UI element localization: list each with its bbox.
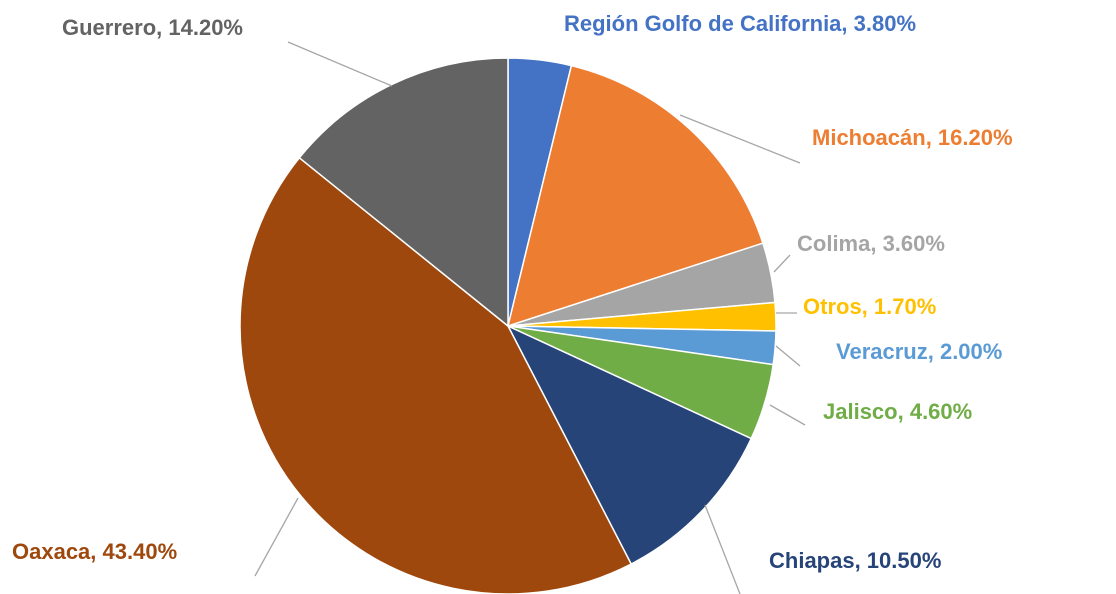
data-label: Guerrero, 14.20% [62, 15, 243, 40]
data-label: Otros, 1.70% [803, 294, 937, 319]
pie-slice [298, 57, 509, 328]
pie-slice [506, 324, 753, 566]
data-label: Jalisco, 4.60% [823, 399, 973, 424]
data-label: Región Golfo de California, 3.80% [563, 11, 917, 36]
data-label: Chiapas, 10.50% [769, 548, 942, 573]
data-label: Veracruz, 2.00% [836, 339, 1003, 364]
leader-line [773, 254, 791, 273]
leader-line [769, 404, 806, 426]
leader-line [287, 41, 393, 87]
data-label: Oaxaca, 43.40% [12, 539, 178, 564]
leader-lines [254, 41, 806, 594]
data-label: Colima, 3.60% [797, 231, 945, 256]
leader-line [704, 504, 741, 594]
leader-line [679, 114, 801, 164]
leader-line [775, 345, 801, 367]
pie-slice [239, 156, 633, 594]
leader-line [254, 497, 299, 577]
pie-slice [506, 64, 764, 328]
data-label: Michoacán, 16.20% [812, 125, 1013, 150]
pie [239, 57, 777, 594]
